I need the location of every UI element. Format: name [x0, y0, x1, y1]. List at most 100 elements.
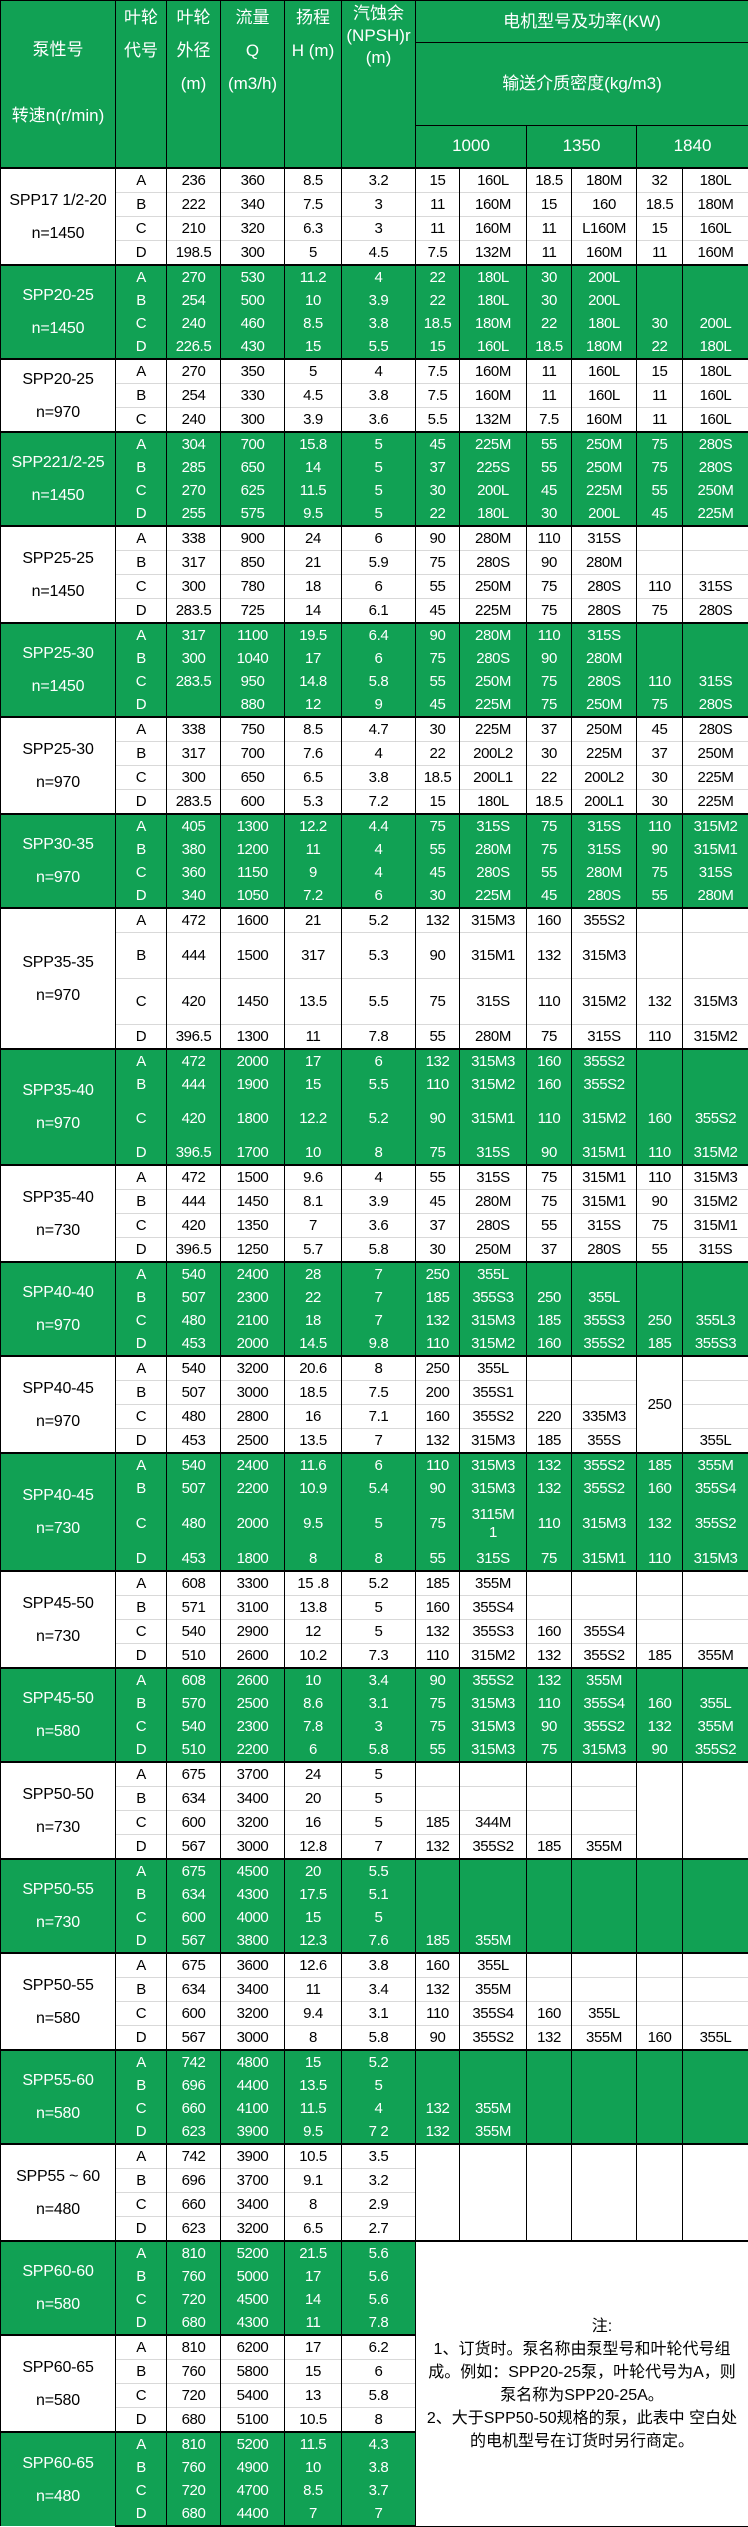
power-1350: 132: [527, 1453, 572, 1477]
head: 18.5: [285, 1381, 342, 1405]
power-1000: 45: [416, 432, 460, 456]
impeller-code: A: [116, 1262, 167, 1286]
pump-model: SPP50-55: [1, 1969, 115, 2002]
motor-1840: [683, 1596, 748, 1620]
head: 17: [285, 647, 342, 670]
header-impeller-code: 叶轮 代号: [116, 1, 167, 169]
impeller-code: C: [116, 861, 167, 884]
motor-1840: 315S: [683, 670, 748, 693]
pump-speed: n=970: [1, 979, 115, 1012]
motor-1350: 335M3: [572, 1405, 637, 1429]
impeller-diameter: 608: [167, 1668, 221, 1692]
power-1350: 11: [527, 217, 572, 241]
power-1350: [527, 1883, 572, 1906]
power-1840: 132: [637, 1500, 683, 1547]
motor-1350: [572, 2097, 637, 2120]
power-1000: 250: [416, 1356, 460, 1381]
impeller-code: B: [116, 2265, 167, 2288]
impeller-code: B: [116, 933, 167, 979]
motor-1840: 315S: [683, 861, 748, 884]
power-1350: [527, 1571, 572, 1596]
power-1840: [637, 1262, 683, 1286]
motor-1350: 315M2: [572, 1096, 637, 1141]
pump-speed: n=1450: [1, 670, 115, 703]
impeller-code: B: [116, 838, 167, 861]
flow: 4900: [221, 2456, 285, 2479]
npsh: 5.4: [342, 1477, 416, 1500]
power-1840: 75: [637, 693, 683, 717]
motor-1350: 280S: [572, 599, 637, 624]
impeller-diameter: 600: [167, 1811, 221, 1835]
head: 11.5: [285, 479, 342, 502]
flow: 3200: [221, 1811, 285, 1835]
head: 3.9: [285, 408, 342, 433]
motor-1000: 315M3: [460, 1429, 527, 1454]
npsh: 5.2: [342, 1096, 416, 1141]
motor-1000: 280S: [460, 647, 527, 670]
npsh: 6: [342, 526, 416, 551]
impeller-code: D: [116, 1929, 167, 1953]
impeller-diameter: 623: [167, 2217, 221, 2242]
motor-1000: 225S: [460, 456, 527, 479]
motor-1840: [683, 1405, 748, 1429]
power-1000: 110: [416, 1073, 460, 1096]
impeller-diameter: 420: [167, 979, 221, 1025]
impeller-diameter: 634: [167, 1978, 221, 2002]
motor-1000: 250M: [460, 1238, 527, 1263]
impeller-code: B: [116, 2169, 167, 2193]
flow: 340: [221, 193, 285, 217]
flow: 2000: [221, 1500, 285, 1547]
impeller-diameter: 507: [167, 1477, 221, 1500]
power-1840: 160: [637, 2026, 683, 2051]
motor-1000: [460, 2050, 527, 2074]
motor-1840: [683, 551, 748, 575]
flow: 2400: [221, 1453, 285, 1477]
impeller-code: C: [116, 217, 167, 241]
head: 22: [285, 1286, 342, 1309]
power-1000: 30: [416, 1238, 460, 1263]
power-1350: 75: [527, 1025, 572, 1050]
impeller-code: A: [116, 2144, 167, 2169]
motor-1840: 180L: [683, 335, 748, 359]
head: 12: [285, 1620, 342, 1644]
flow: 3600: [221, 1953, 285, 1978]
motor-1350: 250M: [572, 717, 637, 742]
impeller-diameter: 317: [167, 742, 221, 766]
impeller-diameter: 210: [167, 217, 221, 241]
motor-1000: 315S: [460, 814, 527, 838]
motor-1000: 315M3: [460, 908, 527, 933]
impeller-code: A: [116, 1165, 167, 1190]
motor-1350: 250M: [572, 432, 637, 456]
power-1840: [637, 2097, 683, 2120]
power-1840: [637, 289, 683, 312]
power-1350: [527, 1596, 572, 1620]
pump-model: SPP60-65: [1, 2447, 115, 2480]
motor-1000: 315S: [460, 979, 527, 1025]
npsh: 3.6: [342, 1214, 416, 1238]
impeller-code: A: [116, 2241, 167, 2265]
power-1000: 75: [416, 551, 460, 575]
motor-1000: 315M3: [460, 1738, 527, 1762]
npsh: 5.9: [342, 551, 416, 575]
motor-1840: [683, 1978, 748, 2002]
power-1350: 11: [527, 241, 572, 266]
power-1000: [416, 1787, 460, 1811]
npsh: 6: [342, 884, 416, 908]
impeller-code: C: [116, 1214, 167, 1238]
power-1350: 110: [527, 623, 572, 647]
power-1350: 30: [527, 742, 572, 766]
power-1000: 18.5: [416, 312, 460, 335]
motor-1350: 355S: [572, 1429, 637, 1454]
impeller-diameter: 571: [167, 1596, 221, 1620]
head: 19.5: [285, 623, 342, 647]
head: 7.8: [285, 1715, 342, 1738]
impeller-code: C: [116, 2097, 167, 2120]
impeller-diameter: 480: [167, 1309, 221, 1332]
npsh: 5.8: [342, 1738, 416, 1762]
motor-1350: [572, 1811, 637, 1835]
power-1840: 250: [637, 1309, 683, 1332]
pump-speed: n=480: [1, 2193, 115, 2226]
head: 5.3: [285, 790, 342, 815]
